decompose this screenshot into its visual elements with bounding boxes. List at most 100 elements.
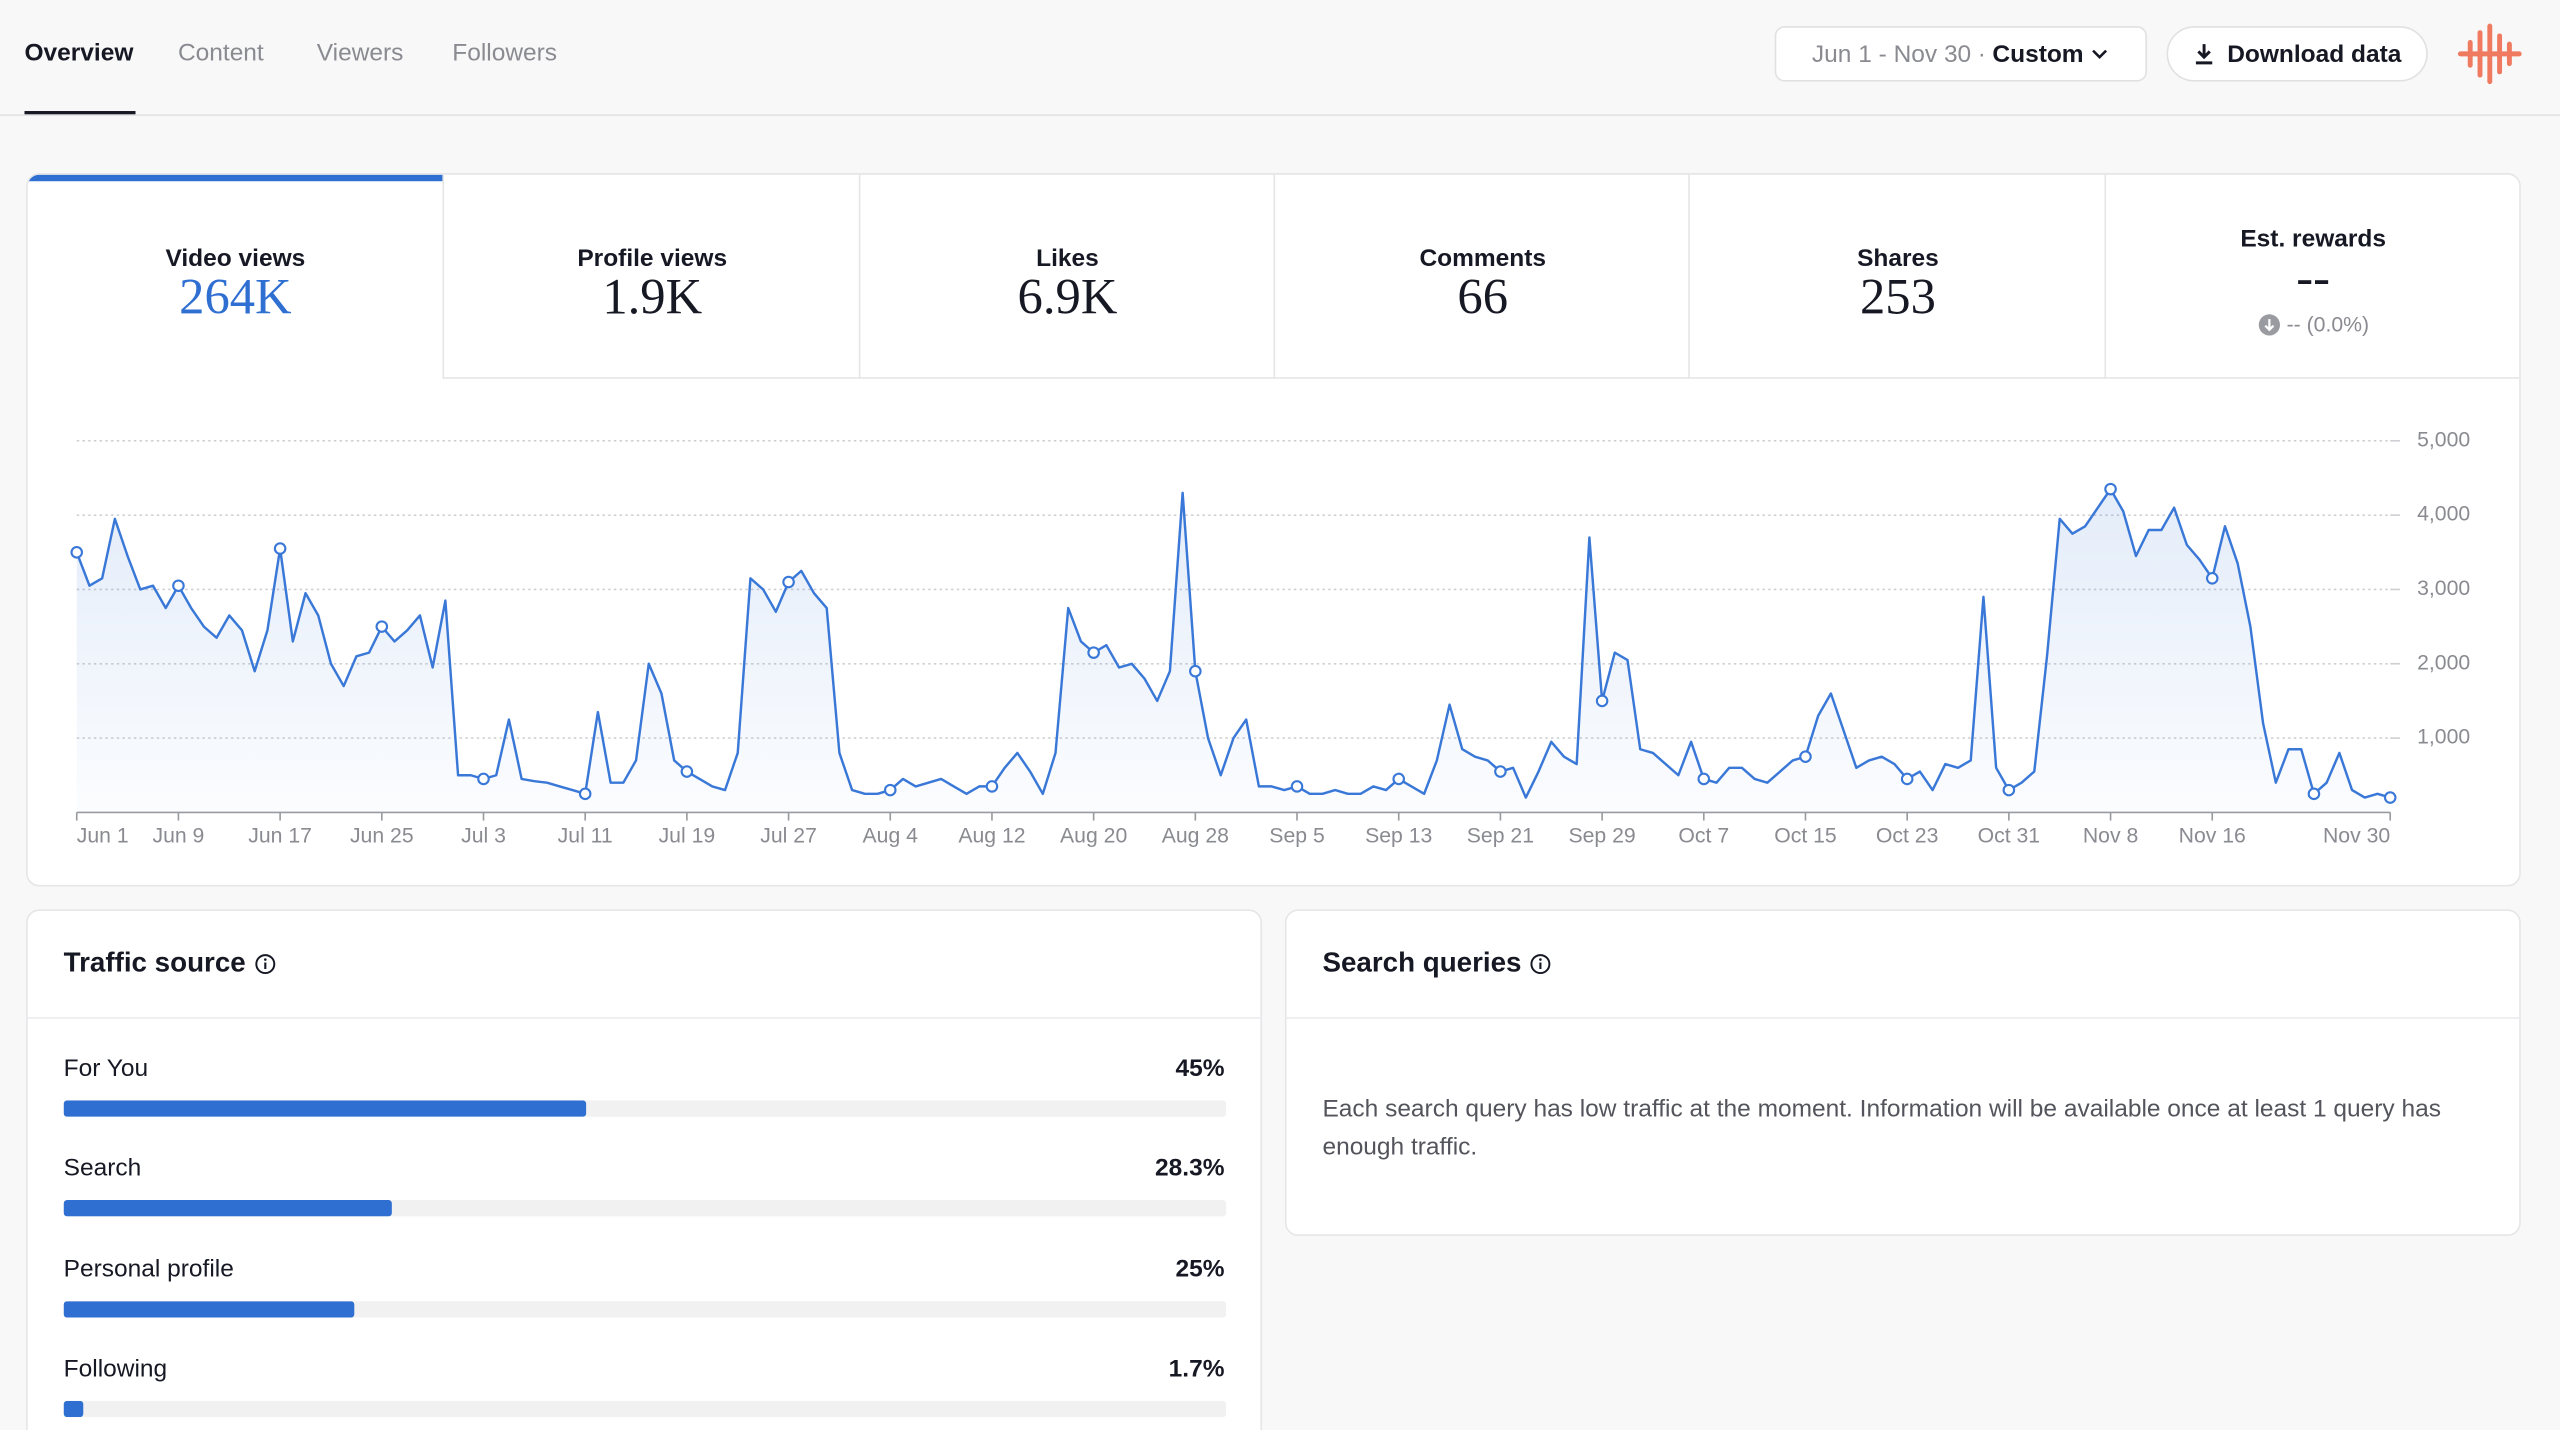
- metric-tab[interactable]: Video views 264K: [27, 174, 443, 379]
- row-label: Following: [63, 1354, 168, 1383]
- down-icon: [2258, 313, 2280, 335]
- download-icon: [2196, 44, 2213, 65]
- card-header: Search queries: [1322, 946, 1551, 980]
- metric-tab[interactable]: Est. rewards -- -- (0.0%): [2103, 174, 2520, 379]
- chart: 1,000 2,000 3,000 4,000 5,000 Jun 1 Jun 9 Jun 1…: [70, 428, 2470, 848]
- bar-track: [63, 1200, 1227, 1217]
- metric-value: 6.9K: [1017, 267, 1118, 325]
- row-percent: 45%: [1175, 1054, 1225, 1083]
- point: [985, 780, 999, 793]
- x-tick-label: Sep 5: [1269, 825, 1324, 848]
- x-tick-label: Jun 17: [248, 825, 312, 848]
- bar-track: [63, 1300, 1227, 1317]
- info-icon[interactable]: [254, 953, 275, 974]
- point: [1494, 765, 1507, 778]
- x-tick-label: Nov 16: [2179, 825, 2246, 848]
- metric-label: Est. rewards: [2240, 225, 2386, 254]
- line: [75, 487, 2391, 799]
- y-tick-label: 3,000: [2417, 577, 2470, 600]
- point: [1392, 772, 1406, 786]
- x-tick-label: Jun 1: [77, 825, 129, 848]
- point: [477, 772, 490, 786]
- date-mode: Custom: [1992, 40, 2084, 68]
- point: [1087, 646, 1100, 659]
- chevron-icon: [2092, 49, 2108, 59]
- point: [375, 620, 389, 633]
- metric-label: Shares: [1857, 244, 1939, 273]
- logo[interactable]: [2457, 23, 2522, 85]
- search-queries-card: Search queries Each search query has low…: [1284, 909, 2521, 1236]
- x-tick-label: Sep 29: [1568, 825, 1635, 848]
- metric-label: Comments: [1419, 244, 1546, 273]
- row-percent: 25%: [1175, 1254, 1225, 1283]
- metric-value: 253: [1859, 267, 1936, 325]
- change-text: -- (0.0%): [2286, 311, 2370, 337]
- nav-tab[interactable]: Overview: [24, 39, 134, 67]
- point: [2205, 572, 2219, 585]
- x-tick-label: Jul 27: [760, 825, 817, 848]
- x-tick-label: Jul 11: [558, 825, 613, 848]
- point: [2383, 791, 2397, 804]
- date-range-picker[interactable]: Jun 1 - Nov 30 · Custom: [1774, 26, 2147, 82]
- metric-label: Video views: [165, 244, 306, 273]
- bar: [63, 1300, 355, 1317]
- nav-tab[interactable]: Followers: [452, 39, 558, 67]
- metric-label: Profile views: [577, 244, 728, 273]
- nav-tab[interactable]: Content: [177, 39, 264, 67]
- download-label: Download data: [2227, 40, 2402, 68]
- metric-tab[interactable]: Likes 6.9K: [858, 174, 1276, 379]
- info-icon[interactable]: [1530, 953, 1551, 974]
- y-tick-label: 4,000: [2417, 503, 2470, 526]
- row-label: Search: [63, 1154, 142, 1183]
- bar: [63, 1200, 393, 1217]
- point: [680, 765, 694, 778]
- point: [782, 575, 795, 589]
- metric-value: 66: [1457, 267, 1509, 325]
- x-tick-label: Aug 28: [1162, 825, 1229, 848]
- bar-track: [63, 1400, 1227, 1417]
- x-tick-label: Aug 12: [958, 825, 1025, 848]
- point: [1900, 772, 1914, 786]
- row-label: Personal profile: [63, 1254, 234, 1283]
- point: [1189, 664, 1202, 678]
- row-percent: 1.7%: [1168, 1354, 1225, 1383]
- point: [1595, 694, 1609, 708]
- y-tick-label: 2,000: [2417, 651, 2470, 674]
- metric-change: -- (0.0%): [2106, 311, 2520, 337]
- row-percent: 28.3%: [1155, 1154, 1225, 1183]
- metric-tab[interactable]: Shares 253: [1688, 174, 2106, 379]
- bar: [63, 1400, 84, 1417]
- y-tick-label: 1,000: [2417, 726, 2470, 749]
- x-tick-label: Jun 9: [152, 825, 204, 848]
- traffic-source-card: Traffic source For You 45% Search 28.3% Pers…: [26, 909, 1263, 1430]
- x-tick-label: Jun 25: [350, 825, 414, 848]
- point: [273, 542, 287, 555]
- point: [1697, 772, 1711, 786]
- active-tab-indicator: [24, 111, 136, 115]
- area-fill: [76, 489, 2391, 813]
- metric-tab[interactable]: Profile views 1.9K: [442, 174, 860, 379]
- row-label: For You: [63, 1054, 149, 1083]
- x-tick-label: Oct 7: [1678, 825, 1729, 848]
- metric-tab[interactable]: Comments 66: [1273, 174, 1691, 379]
- point: [1290, 780, 1304, 793]
- x-tick-label: Sep 13: [1365, 825, 1432, 848]
- card-header: Traffic source: [64, 947, 275, 980]
- bar-track: [63, 1100, 1227, 1117]
- x-tick-label: Oct 23: [1876, 825, 1939, 848]
- x-tick-label: Jul 19: [659, 825, 716, 848]
- nav-tab[interactable]: Viewers: [316, 39, 404, 67]
- x-tick-label: Oct 31: [1978, 825, 2041, 848]
- top-bar: Overview Content Viewers Followers Jun 1 - …: [0, 0, 2560, 116]
- date-range: Jun 1 - Nov 30: [1811, 40, 1972, 68]
- metric-value: --: [2296, 248, 2331, 306]
- point: [578, 787, 592, 801]
- x-tick-label: Aug 20: [1060, 825, 1127, 848]
- download-button[interactable]: Download data: [2166, 26, 2428, 82]
- card-title: Search queries: [1322, 946, 1522, 978]
- point: [2104, 482, 2117, 496]
- empty-message: Each search query has low traffic at the…: [1322, 1095, 2441, 1161]
